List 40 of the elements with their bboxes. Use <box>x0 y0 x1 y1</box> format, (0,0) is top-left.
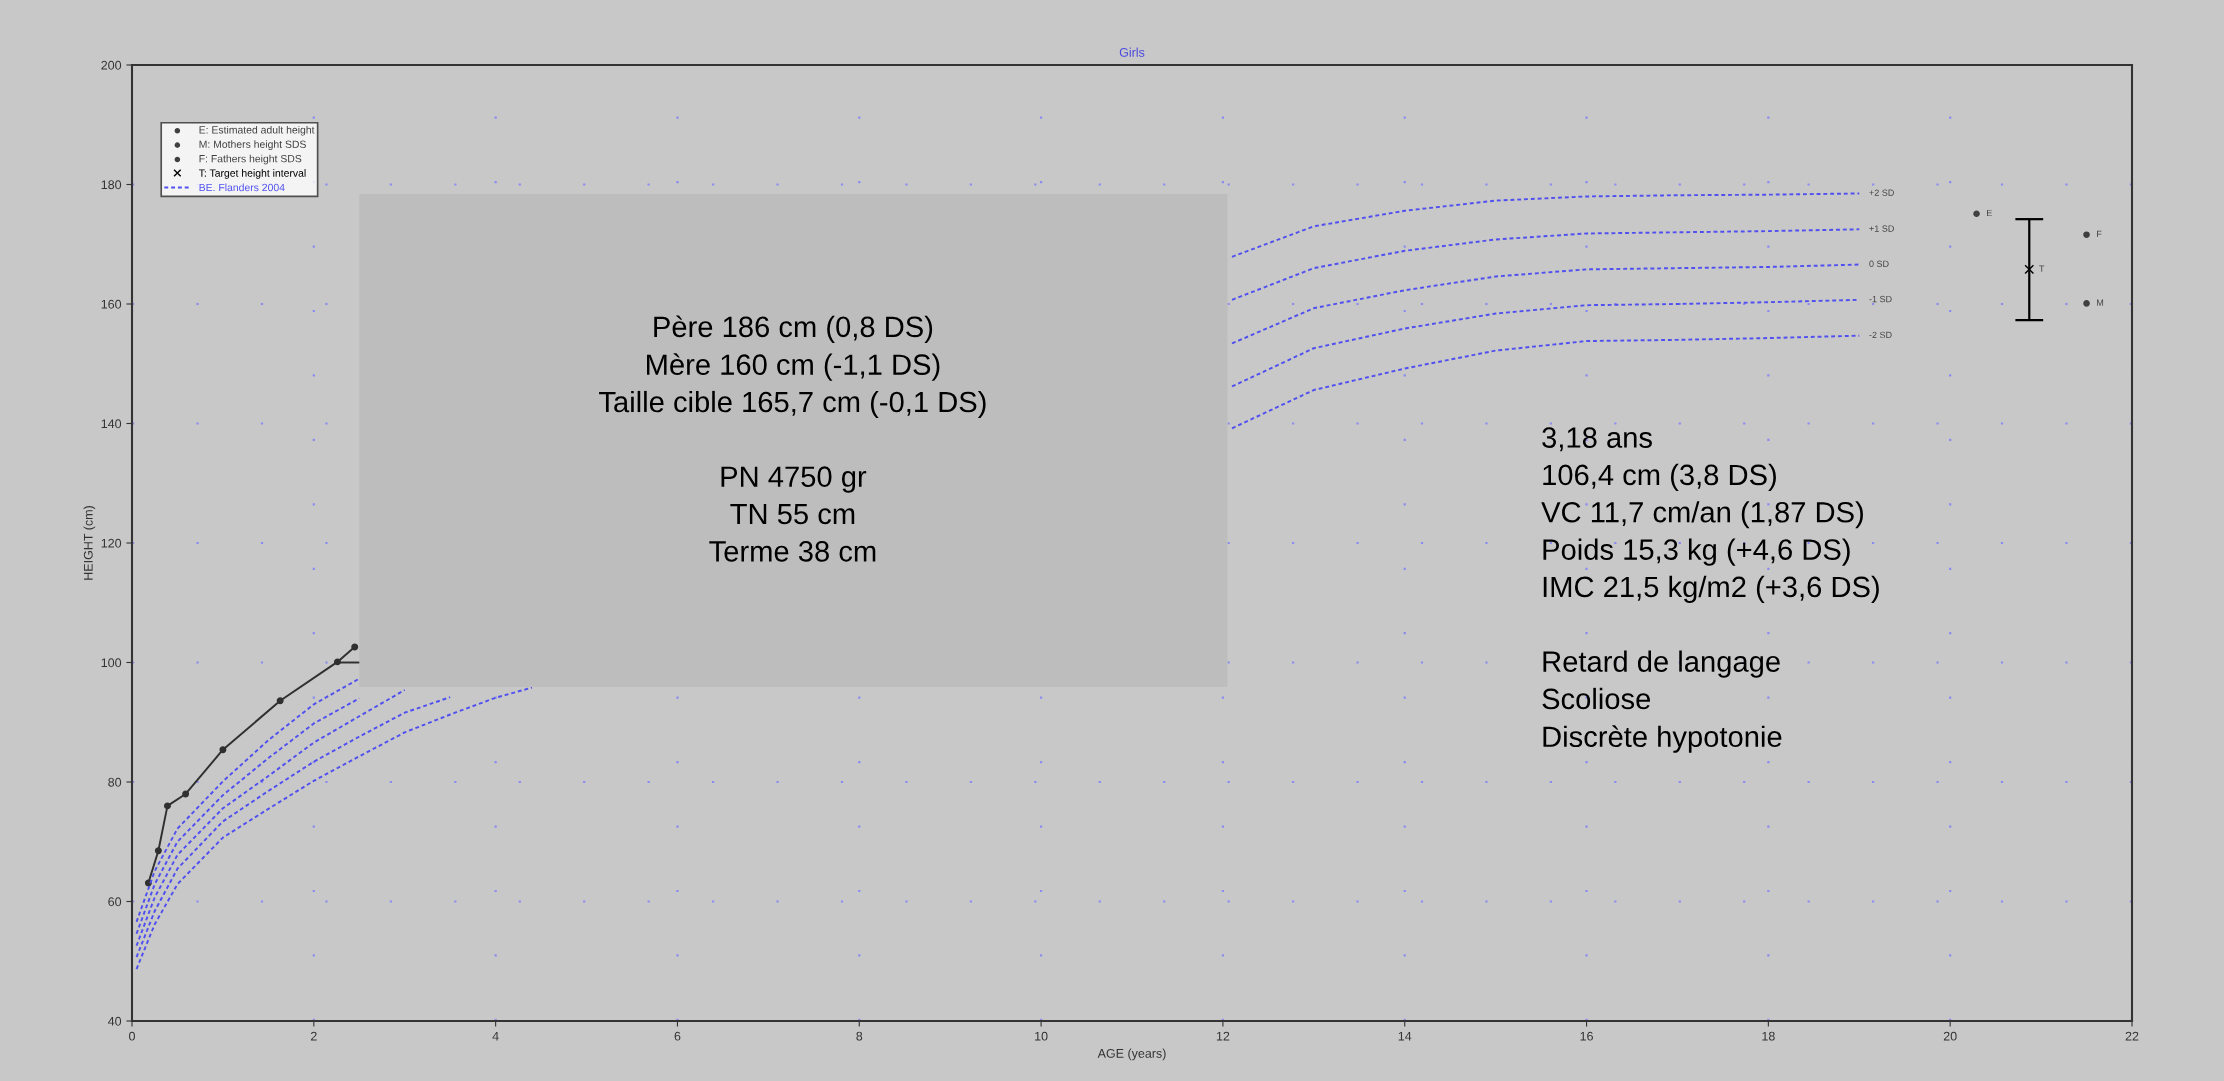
annotation: 0 SD <box>1869 260 1889 267</box>
x-tick-label: 12 <box>1216 1031 1230 1041</box>
legend-label: BE. Flanders 2004 <box>199 183 285 192</box>
x-tick-label: 6 <box>674 1031 681 1041</box>
y-tick-label: 200 <box>101 60 122 70</box>
x-tick-label: 16 <box>1580 1031 1593 1041</box>
y-tick-label: 60 <box>108 897 122 907</box>
chart-title: Girls <box>1119 47 1145 57</box>
y-tick-label: 80 <box>108 777 122 787</box>
legend-label: M: Mothers height SDS <box>199 140 306 151</box>
x-tick-label: 8 <box>856 1031 863 1041</box>
x-tick-label: 20 <box>1943 1031 1957 1041</box>
x-tick-label: 22 <box>2125 1031 2139 1041</box>
y-tick-label: 180 <box>101 180 122 190</box>
x-tick-label: 4 <box>492 1031 499 1041</box>
annotation: T <box>2039 265 2045 272</box>
legend-label: E: Estimated adult height <box>199 125 315 136</box>
x-tick-label: 18 <box>1762 1031 1775 1041</box>
annotation: -1 SD <box>1869 295 1892 303</box>
legend-label: F: Fathers height SDS <box>199 154 302 165</box>
y-tick-label: 160 <box>101 299 122 309</box>
text: Père 186 cm (0,8 DS) Mère 160 cm (-1,1 DS) Taille cible 165,7 cm (-0,1 DS) PN 4750 gr TN 55 cm Terme 38 cm <box>599 315 986 562</box>
y-axis-title: HEIGHT (cm) <box>83 506 96 580</box>
y-tick-label: 120 <box>101 538 122 548</box>
annotation: E <box>1987 209 1992 217</box>
annotation: +2 SD <box>1869 189 1894 196</box>
x-axis-title: AGE (years) <box>1097 1048 1166 1061</box>
legend-label: T: Target height interval <box>198 169 306 179</box>
annotation: M <box>2097 299 2104 306</box>
y-tick-label: 140 <box>101 419 122 429</box>
x-tick-label: 10 <box>1035 1031 1048 1041</box>
annotation: +1 SD <box>1869 225 1894 232</box>
x-tick-label: 2 <box>310 1031 317 1041</box>
y-tick-label: 40 <box>107 1016 122 1026</box>
x-tick-label: 14 <box>1398 1031 1412 1041</box>
x-tick-label: 0 <box>129 1031 135 1041</box>
annotation: F <box>2097 230 2102 238</box>
y-tick-label: 100 <box>101 658 122 668</box>
annotation: -2 SD <box>1869 331 1892 339</box>
text: 3,18 ans 106,4 cm (3,8 DS) VC 11,7 cm/an (1,87 DS) Poids 15,3 kg (+4,6 DS) IMC 21,5 kg/m2 (+3,6 DS) Retard de langage Scoliose Discrète hypotonie <box>1541 427 1879 753</box>
